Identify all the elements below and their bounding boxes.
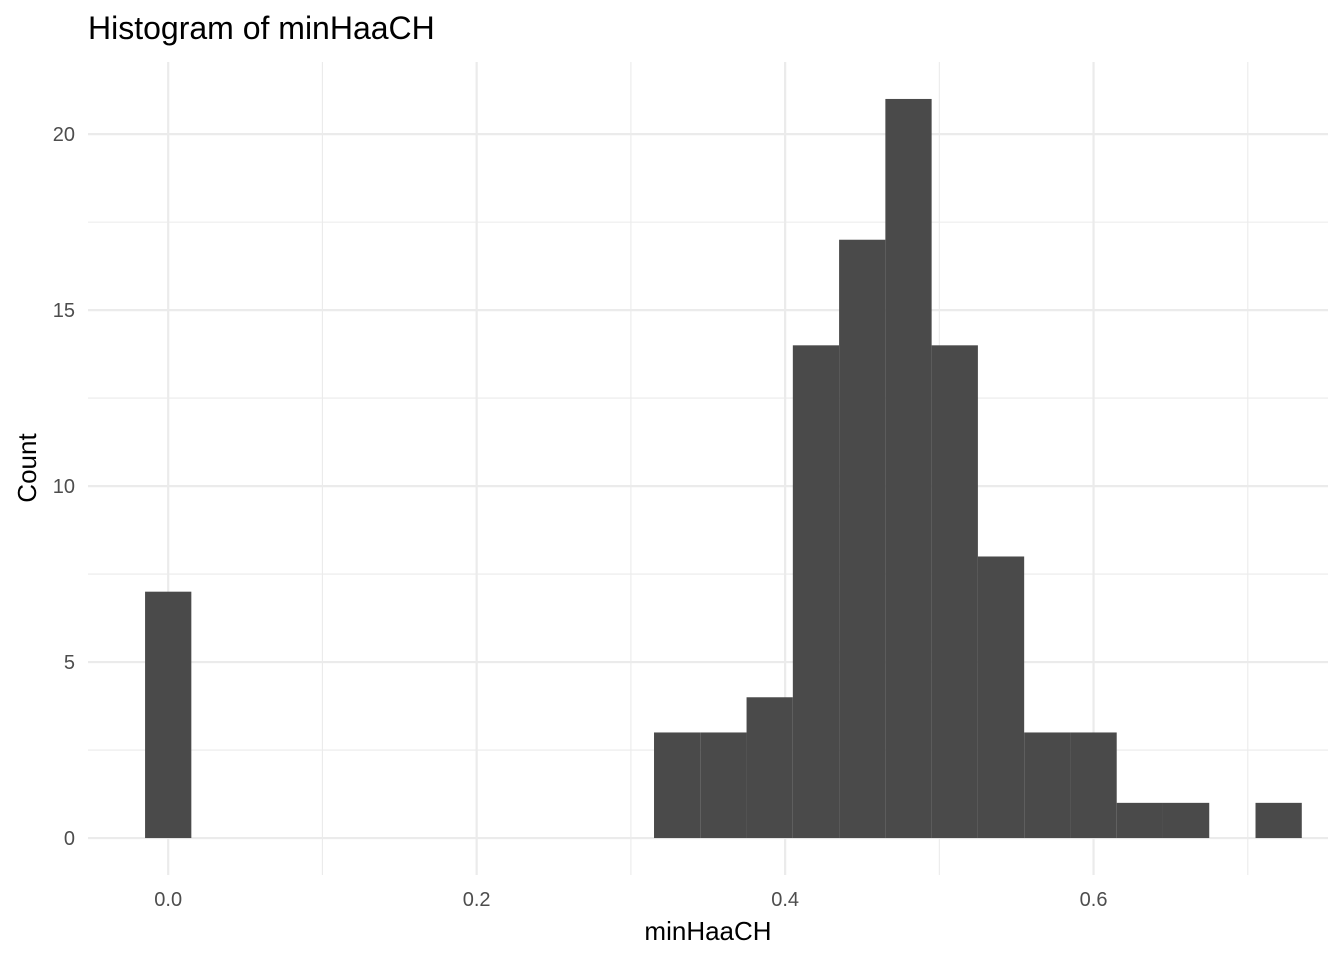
bars-layer bbox=[145, 98, 1302, 839]
y-tick-label-0: 0 bbox=[64, 828, 75, 850]
x-tick-label-3: 0.6 bbox=[1080, 889, 1108, 911]
x-tick-label-0: 0.0 bbox=[154, 889, 182, 911]
histogram-bar-11 bbox=[654, 732, 701, 839]
y-tick-label-3: 15 bbox=[53, 300, 75, 322]
y-axis-title: Count bbox=[12, 433, 42, 503]
tick-labels-layer: 0.0 0.2 0.4 0.6 0 5 10 15 20 bbox=[53, 124, 1108, 911]
y-tick-label-1: 5 bbox=[64, 652, 75, 674]
histogram-bar-20 bbox=[1070, 732, 1117, 839]
histogram-bar-19 bbox=[1024, 732, 1071, 839]
histogram-bar-18 bbox=[977, 556, 1025, 839]
y-tick-label-2: 10 bbox=[53, 476, 75, 498]
histogram-bar-15 bbox=[839, 239, 886, 839]
histogram-bar-24 bbox=[1255, 802, 1302, 839]
histogram-bar-14 bbox=[792, 345, 840, 839]
y-tick-label-4: 20 bbox=[53, 124, 75, 146]
histogram-bar-12 bbox=[700, 732, 747, 839]
histogram-bar-22 bbox=[1162, 802, 1210, 839]
x-axis-title: minHaaCH bbox=[644, 916, 771, 946]
histogram-bar-0 bbox=[145, 591, 192, 839]
chart-title: Histogram of minHaaCH bbox=[88, 10, 435, 46]
histogram-bar-13 bbox=[746, 697, 793, 839]
histogram-bar-17 bbox=[931, 345, 978, 839]
x-tick-label-1: 0.2 bbox=[463, 889, 491, 911]
x-tick-label-2: 0.4 bbox=[771, 889, 799, 911]
histogram-bar-16 bbox=[885, 98, 932, 839]
histogram-bar-21 bbox=[1116, 802, 1163, 839]
